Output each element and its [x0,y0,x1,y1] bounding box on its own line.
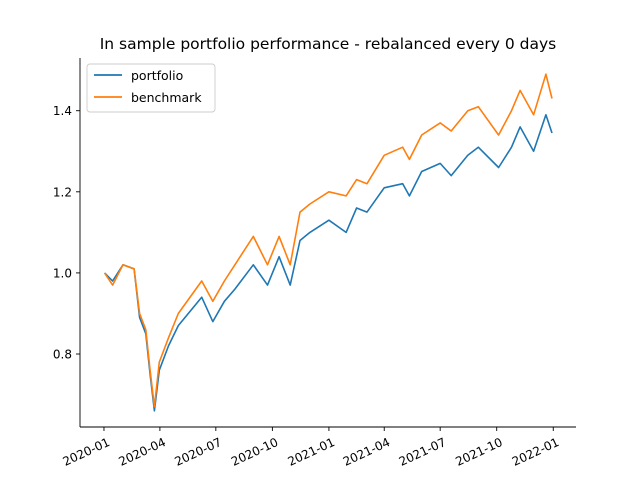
x-tick-label: 2021-04 [341,435,392,469]
x-tick-label: 2022-01 [510,435,561,469]
legend-label-portfolio: portfolio [131,68,183,83]
x-tick-label: 2020-07 [172,435,223,469]
chart-title: In sample portfolio performance - rebala… [100,35,557,53]
x-tick-label: 2021-01 [286,435,337,469]
x-axis-ticks: 2020-01 2020-04 2020-07 2020-10 2021-01 2021-… [61,427,561,469]
x-tick-label: 2020-10 [229,435,280,469]
plot-lines [103,73,553,412]
legend-frame [86,63,216,113]
x-tick-label: 2020-01 [61,435,112,469]
legend: portfolio benchmark [86,63,216,113]
series-line-benchmark [103,73,553,408]
y-tick-label: 1.4 [53,104,72,118]
y-tick-label: 0.8 [53,348,72,362]
series-line-portfolio [104,114,553,412]
legend-label-benchmark: benchmark [131,90,202,105]
x-tick-label: 2020-04 [117,435,168,469]
x-tick-label: 2021-07 [397,435,448,469]
y-tick-label: 1.0 [53,266,72,280]
x-tick-label: 2021-10 [453,435,504,469]
y-axis-ticks: 0.8 1.0 1.2 1.4 [53,104,80,362]
y-tick-label: 1.2 [53,185,72,199]
